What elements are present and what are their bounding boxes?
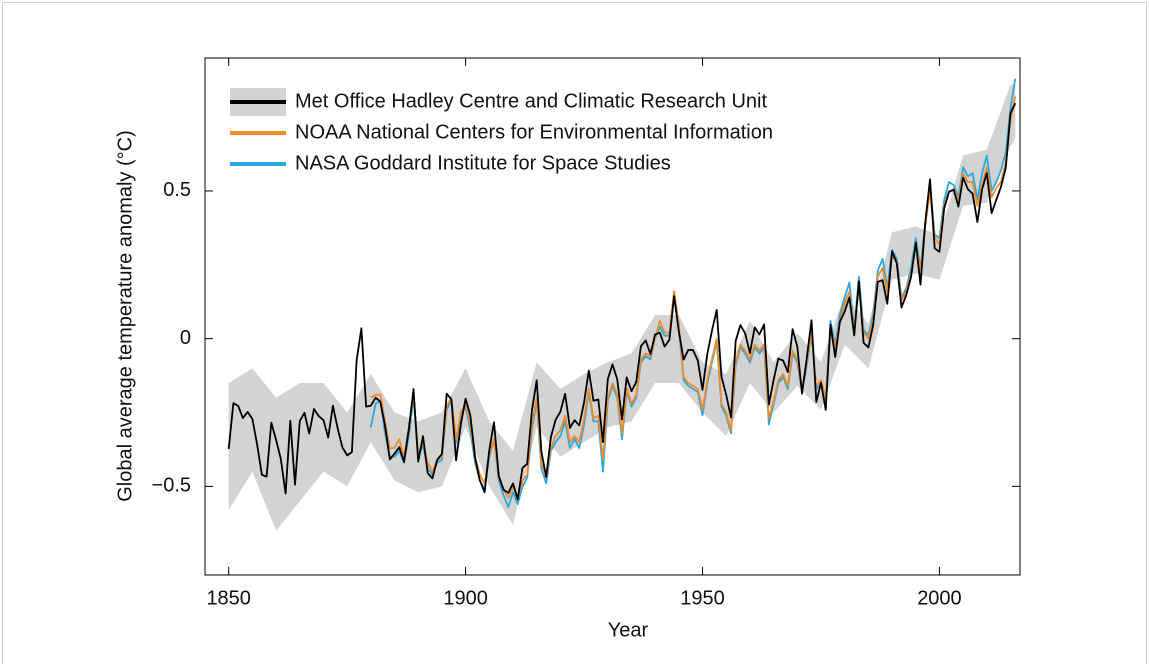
uncertainty-band bbox=[228, 84, 1016, 531]
x-tick-label: 1950 bbox=[680, 587, 725, 609]
legend-label: NOAA National Centers for Environmental … bbox=[295, 121, 773, 143]
x-tick-label: 1900 bbox=[443, 587, 488, 609]
x-tick-label: 2000 bbox=[917, 587, 962, 609]
plot-frame bbox=[204, 57, 1021, 576]
legend-label: NASA Goddard Institute for Space Studies bbox=[295, 152, 671, 174]
y-axis-label: Global average temperature anomaly (°C) bbox=[114, 130, 136, 502]
x-tick-label: 1850 bbox=[206, 587, 251, 609]
y-tick-label: −0.5 bbox=[152, 475, 191, 497]
y-tick-label: 0 bbox=[180, 327, 191, 349]
x-axis-label: Year bbox=[608, 619, 649, 641]
y-tick-label: 0.5 bbox=[163, 179, 191, 201]
legend-label: Met Office Hadley Centre and Climatic Re… bbox=[295, 90, 767, 112]
series-line bbox=[227, 102, 1017, 501]
